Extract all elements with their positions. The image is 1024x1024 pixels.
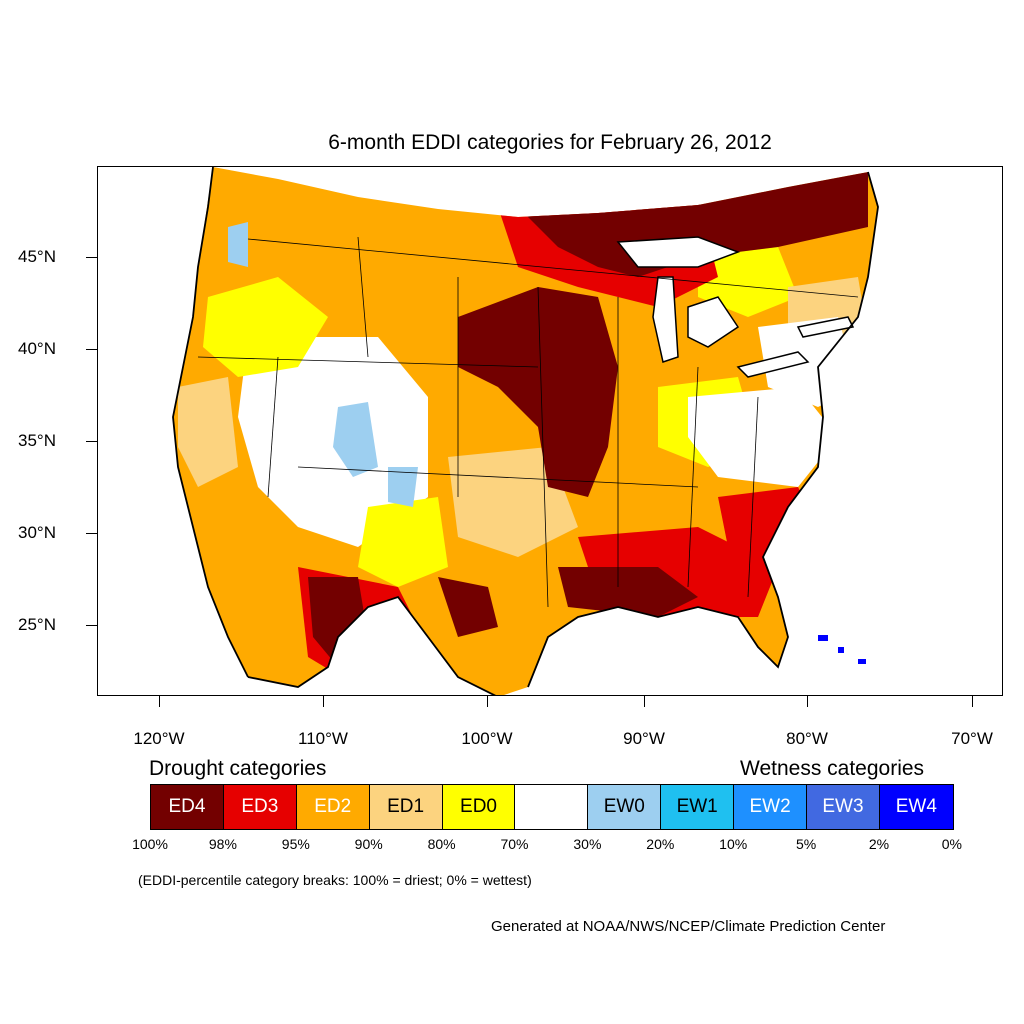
lon-label-110: 110°W (298, 729, 348, 748)
percentile-label: 20% (646, 836, 675, 852)
lat-tick-40 (86, 349, 97, 350)
lat-label-25: 25°N (18, 615, 56, 634)
percentile-label: 80% (427, 836, 456, 852)
lon-label-70: 70°W (951, 729, 993, 748)
legend-cell-ed1: ED1 (369, 785, 443, 829)
legend-cell-ed2: ED2 (296, 785, 370, 829)
legend-color-bar: ED4 ED3 ED2 ED1 ED0 EW0 EW1 EW2 EW3 EW4 (150, 784, 954, 830)
legend-cell-ew2: EW2 (734, 785, 808, 829)
lat-label-30: 30°N (18, 523, 56, 542)
lat-tick-25 (86, 625, 97, 626)
lon-label-90: 90°W (623, 729, 665, 748)
lat-tick-30 (86, 533, 97, 534)
drought-categories-heading: Drought categories (149, 757, 327, 780)
wetness-categories-heading: Wetness categories (740, 757, 925, 780)
eddi-map (172, 167, 879, 695)
percentile-label: 100% (132, 836, 168, 852)
lon-tick-120 (159, 696, 160, 707)
lon-tick-70 (972, 696, 973, 707)
percentile-label: 0% (941, 836, 963, 852)
percentile-label: 10% (719, 836, 748, 852)
lat-tick-35 (86, 441, 97, 442)
legend-cell-ew3: EW3 (807, 785, 880, 829)
legend-cell-ew0: EW0 (588, 785, 662, 829)
legend-cell-ew1: EW1 (661, 785, 735, 829)
percentile-label: 2% (868, 836, 890, 852)
category-breaks-note: (EDDI-percentile category breaks: 100% =… (138, 872, 532, 888)
legend-cell-neutral (515, 785, 589, 829)
legend-cell-ed4: ED4 (151, 785, 224, 829)
lon-tick-100 (487, 696, 488, 707)
lon-tick-80 (807, 696, 808, 707)
eddi-field (173, 167, 878, 695)
lat-tick-45 (86, 257, 97, 258)
percentile-label: 90% (354, 836, 383, 852)
bahamas-wet (818, 635, 866, 664)
legend-cell-ed3: ED3 (223, 785, 297, 829)
lon-tick-110 (323, 696, 324, 707)
lon-label-120: 120°W (133, 729, 185, 748)
lon-label-100: 100°W (461, 729, 513, 748)
percentile-label: 95% (281, 836, 310, 852)
map-area (97, 166, 1003, 696)
percentile-label: 70% (500, 836, 529, 852)
lon-tick-90 (644, 696, 645, 707)
great-lakes (616, 236, 855, 378)
state-borders (197, 236, 859, 608)
legend-cell-ew4: EW4 (879, 785, 953, 829)
lat-label-45: 45°N (18, 247, 56, 266)
map-title: 6-month EDDI categories for February 26,… (328, 131, 772, 154)
percentile-label: 5% (795, 836, 817, 852)
credit-line: Generated at NOAA/NWS/NCEP/Climate Predi… (491, 918, 886, 935)
coastlines (172, 167, 879, 695)
percentile-label: 30% (573, 836, 602, 852)
lat-label-40: 40°N (18, 339, 56, 358)
lon-label-80: 80°W (786, 729, 828, 748)
lat-label-35: 35°N (18, 431, 56, 450)
legend-cell-ed0: ED0 (442, 785, 516, 829)
percentile-label: 98% (208, 836, 237, 852)
